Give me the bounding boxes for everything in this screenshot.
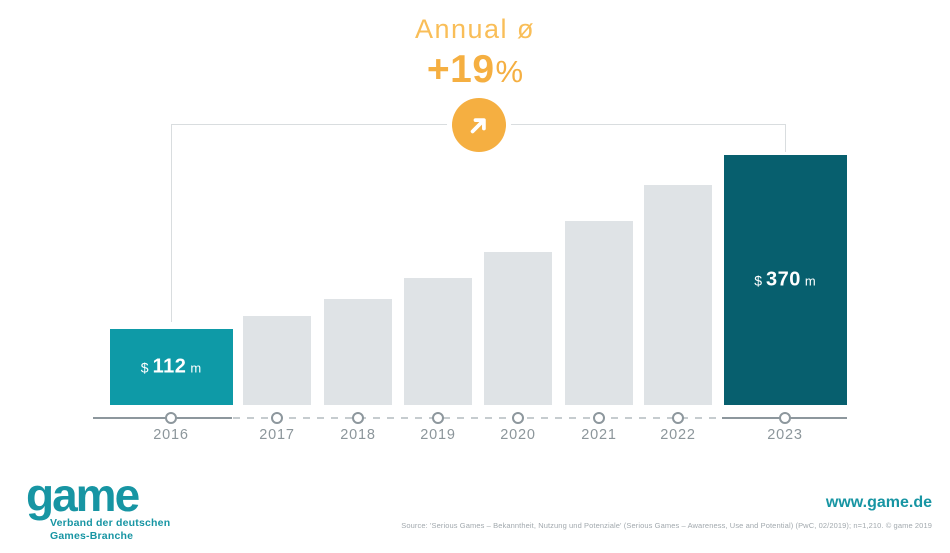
growth-figure: +19%: [0, 48, 950, 92]
currency-symbol: $: [754, 272, 763, 289]
website-url: www.game.de: [825, 494, 932, 511]
game-logo: game: [26, 469, 140, 521]
currency-symbol: $: [140, 359, 149, 376]
bar-value-label-2023: $370 m: [724, 269, 847, 292]
year-label-2022: 2022: [660, 427, 696, 443]
bar-value-label-2016: $112 m: [110, 356, 233, 379]
logo-subtitle: Verband der deutschen Games-Branche: [50, 517, 170, 543]
bar-2018: [324, 299, 392, 405]
year-label-2019: 2019: [420, 427, 456, 443]
growth-value: +19: [426, 48, 495, 91]
year-label-2021: 2021: [581, 427, 617, 443]
axis-marker-2022: [672, 412, 684, 424]
value-unit: m: [804, 273, 816, 289]
bar-2017: [243, 316, 311, 405]
bar-2016: $112 m: [109, 329, 233, 405]
chart-title: Annual ø: [414, 14, 536, 44]
bar-2022: [644, 185, 712, 405]
logo-subtitle-line2: Games-Branche: [50, 530, 134, 542]
year-label-2018: 2018: [340, 427, 376, 443]
bar-2020: [484, 252, 552, 405]
x-axis-solid-left: [93, 417, 232, 419]
axis-marker-2020: [512, 412, 524, 424]
axis-marker-2019: [432, 412, 444, 424]
x-axis-dashed: [233, 417, 722, 419]
bracket-line-left: [171, 124, 172, 322]
growth-percent-sign: %: [495, 54, 524, 89]
trend-up-arrow-icon: [470, 118, 486, 134]
bracket-line-right: [785, 124, 786, 152]
value-unit: m: [190, 360, 202, 376]
bar-value: 112: [152, 355, 187, 378]
year-label-2023: 2023: [767, 427, 803, 443]
axis-marker-2016: [165, 412, 177, 424]
bar-2019: [404, 278, 472, 405]
bar-2023: $370 m: [723, 155, 847, 405]
bar-2021: [565, 221, 633, 405]
year-label-2016: 2016: [153, 427, 189, 443]
logo-subtitle-line1: Verband der deutschen: [50, 517, 171, 529]
bar-value: 370: [766, 268, 801, 291]
axis-marker-2018: [352, 412, 364, 424]
year-label-2020: 2020: [500, 427, 536, 443]
axis-marker-2021: [593, 412, 605, 424]
year-label-2017: 2017: [259, 427, 295, 443]
growth-arrow-badge: [452, 98, 506, 152]
axis-marker-2017: [271, 412, 283, 424]
axis-marker-2023: [779, 412, 791, 424]
source-note: Source: 'Serious Games – Bekanntheit, Nu…: [401, 521, 932, 530]
